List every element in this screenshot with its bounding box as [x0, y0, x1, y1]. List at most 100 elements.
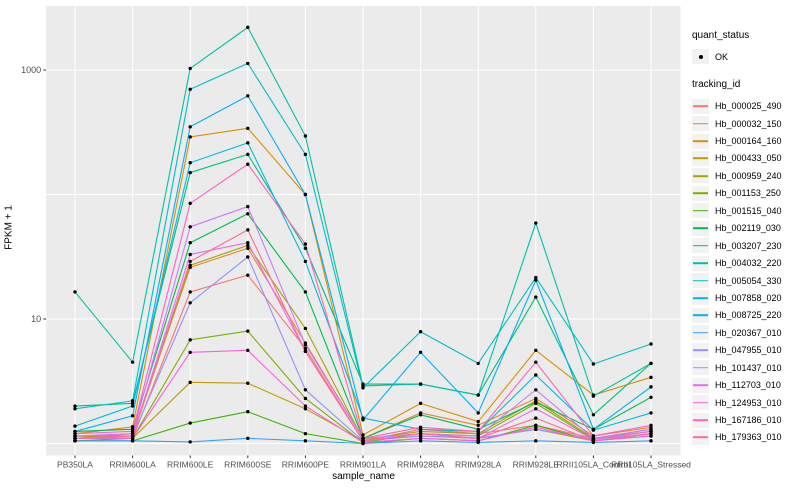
x-tick-label: RRIM928LE [513, 460, 560, 470]
data-point [246, 61, 250, 66]
data-point [303, 134, 308, 138]
series-color-key [692, 395, 709, 411]
data-point [534, 295, 538, 299]
data-point [188, 252, 192, 257]
legend-item-label: Hb_167186_010 [715, 415, 782, 426]
data-point [73, 407, 77, 411]
data-point [246, 410, 250, 414]
data-point [361, 436, 365, 441]
series-color-key [692, 168, 709, 184]
legend-item-label: Hb_008725_220 [715, 310, 782, 321]
legend-item-label: Hb_000164_160 [715, 136, 782, 147]
data-point [188, 161, 192, 165]
data-point [303, 242, 308, 246]
legend-title-tracking-id: tracking_id [692, 79, 741, 91]
data-point [303, 192, 308, 197]
legend-title-quant-status: quant_status [692, 30, 750, 41]
legend-item-label: Hb_112703_010 [715, 380, 781, 391]
data-point [361, 386, 365, 390]
data-point [188, 125, 192, 129]
legend-item-label: Hb_004032_220 [715, 258, 782, 269]
data-point [361, 433, 365, 437]
data-point [418, 425, 423, 429]
data-points [73, 25, 653, 446]
legend-item: Hb_003207_230 [692, 237, 798, 254]
legend-item-label: Hb_000025_490 [715, 101, 782, 112]
data-point [649, 395, 653, 400]
data-point [188, 338, 192, 342]
data-point [418, 439, 423, 443]
data-point [476, 411, 480, 415]
series-color-key [692, 255, 709, 271]
series-line-icon [693, 332, 708, 334]
legend-item-label: Hb_179363_010 [715, 432, 782, 443]
data-point [246, 152, 250, 157]
series-color-key [692, 273, 709, 289]
y-tick-label: 10 [31, 314, 41, 324]
data-point [303, 439, 308, 443]
data-point [476, 419, 480, 424]
legend-item-label: Hb_000433_050 [715, 153, 782, 164]
data-point [188, 421, 192, 425]
data-point [591, 434, 596, 438]
data-point [534, 373, 538, 377]
series-line-icon [693, 122, 708, 125]
data-point [303, 290, 308, 294]
legend-item: Hb_008725_220 [692, 307, 798, 324]
data-point [246, 273, 250, 277]
data-point [246, 126, 250, 131]
series-color-key [692, 360, 709, 376]
series-line-icon [693, 227, 708, 230]
legend-item-label: Hb_101437_010 [715, 362, 782, 373]
data-point [649, 439, 653, 443]
legend-item: Hb_000959_240 [692, 167, 798, 184]
legend-item: Hb_000433_050 [692, 150, 798, 167]
series-line-icon [693, 279, 708, 282]
legend-item: Hb_001515_040 [692, 202, 798, 219]
data-point [303, 326, 308, 331]
data-point [246, 348, 250, 353]
data-point [418, 350, 423, 355]
data-point [130, 360, 135, 364]
data-point [649, 431, 653, 436]
series-color-key [692, 342, 709, 358]
data-point [418, 382, 423, 386]
data-point [246, 212, 250, 216]
series-color-key [692, 377, 709, 393]
legend-item-label: Hb_020367_010 [715, 327, 782, 338]
series-line-icon [693, 175, 708, 177]
series-line-icon [693, 401, 708, 404]
data-point [246, 246, 250, 250]
data-point [649, 342, 653, 346]
data-point [188, 380, 192, 385]
legend-group-tracking-id: tracking_id Hb_000025_490 Hb_000032_150 Hb… [692, 79, 798, 446]
series-line-icon [693, 262, 708, 264]
data-point [246, 204, 250, 209]
data-point [73, 436, 77, 441]
series-color-key [692, 290, 709, 306]
legend-item-ok: OK [692, 48, 798, 65]
data-point [649, 375, 653, 380]
data-point [476, 439, 480, 443]
data-point [534, 348, 538, 353]
data-point [303, 259, 308, 264]
data-point [130, 425, 135, 429]
data-point [591, 362, 596, 366]
data-point [130, 399, 135, 403]
data-point [303, 404, 308, 408]
data-point [73, 290, 77, 294]
legend-entries: Hb_000025_490 Hb_000032_150 Hb_000164_160 H… [692, 97, 798, 446]
data-point [418, 413, 423, 417]
legend-item: Hb_001153_250 [692, 185, 798, 202]
data-point [130, 429, 135, 434]
data-point [188, 301, 192, 305]
series-line-icon [693, 244, 708, 247]
data-point [246, 162, 250, 166]
legend-item: Hb_167186_010 [692, 411, 798, 428]
data-point [246, 141, 250, 145]
data-point [246, 243, 250, 248]
data-point [303, 396, 308, 401]
data-point [476, 393, 480, 397]
data-point [303, 152, 308, 157]
